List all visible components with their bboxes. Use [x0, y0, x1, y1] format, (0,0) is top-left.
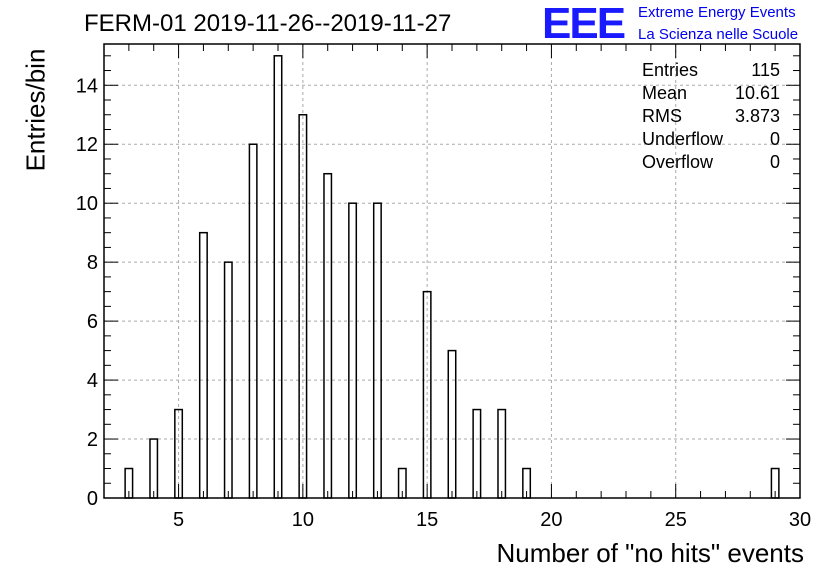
histogram-bar: [472, 408, 482, 499]
stat-value: 10.61: [734, 83, 780, 103]
x-tick-label: 10: [292, 509, 314, 531]
stat-value: 0: [769, 129, 780, 149]
y-axis: 0 2 4 6 8 10 12 14: [76, 55, 800, 510]
histogram-bar: [323, 172, 333, 499]
histogram-bar: [447, 349, 457, 499]
y-tick-label: 10: [76, 193, 98, 215]
histogram-bar: [372, 202, 382, 499]
stat-label: RMS: [642, 106, 682, 126]
stats-box: Entries 115 Mean 10.61 RMS 3.873 Underfl…: [642, 60, 780, 175]
stat-value: 115: [751, 60, 780, 80]
chart-title: FERM-01 2019-11-26--2019-11-27: [84, 10, 452, 37]
eee-logo: EEE: [542, 0, 626, 48]
stat-value: 0: [769, 152, 780, 172]
stat-row-entries: Entries 115: [642, 60, 780, 83]
y-tick-label: 8: [87, 252, 98, 274]
histogram-bar: [348, 202, 358, 499]
histogram-bars: [124, 55, 780, 499]
y-tick-label: 14: [76, 75, 98, 97]
histogram-bar: [149, 438, 159, 499]
y-tick-label: 6: [87, 311, 98, 333]
stat-row-mean: Mean 10.61: [642, 83, 780, 106]
stat-value: 3.873: [734, 106, 780, 126]
histogram-bar: [198, 231, 208, 499]
y-tick-label: 4: [87, 370, 98, 392]
x-axis: 5 10 15 20 25 30: [103, 44, 811, 531]
stat-label: Overflow: [642, 152, 714, 172]
logo-text-line1: Extreme Energy Events: [638, 4, 796, 21]
stat-row-overflow: Overflow 0: [642, 152, 780, 175]
x-axis-label: Number of "no hits" events: [496, 538, 805, 568]
histogram-bar: [497, 408, 507, 499]
y-tick-label: 12: [76, 134, 98, 156]
y-tick-label: 0: [87, 488, 98, 510]
logo-text-line2: La Scienza nelle Scuole: [638, 26, 799, 43]
stat-row-underflow: Underflow 0: [642, 129, 780, 152]
grid-lines: [104, 44, 801, 498]
stat-label: Mean: [642, 83, 688, 103]
x-tick-label: 15: [416, 509, 438, 531]
y-axis-label: Entries/bin: [20, 48, 51, 172]
x-tick-label: 20: [540, 509, 562, 531]
y-tick-label: 2: [87, 429, 98, 451]
x-tick-label: 30: [789, 509, 811, 531]
x-tick-label: 25: [665, 509, 687, 531]
histogram-bar: [273, 55, 283, 499]
stat-label: Underflow: [642, 129, 724, 149]
x-tick-label: 5: [173, 509, 184, 531]
stat-row-rms: RMS 3.873: [642, 106, 780, 129]
stat-label: Entries: [642, 60, 699, 80]
